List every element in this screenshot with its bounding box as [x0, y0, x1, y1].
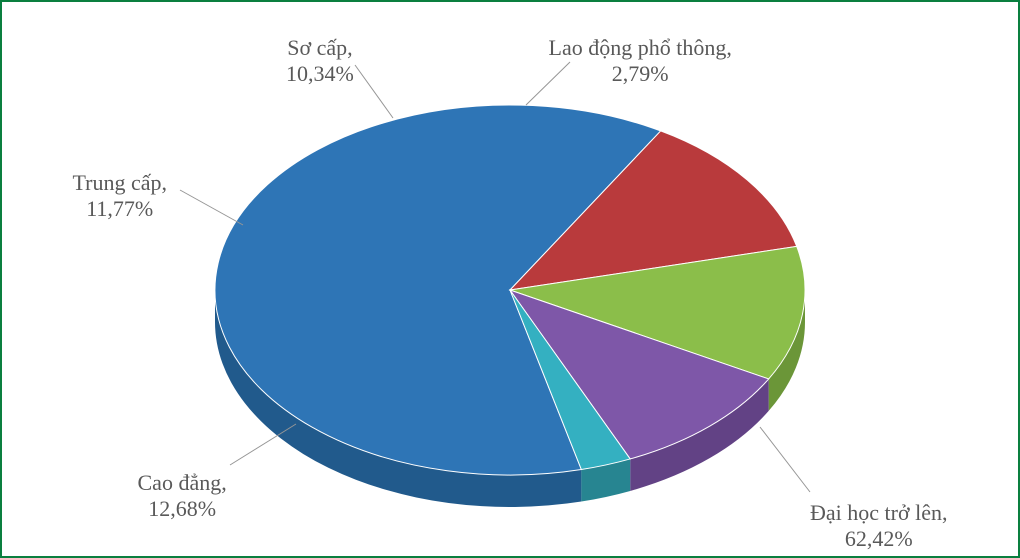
education-level-pie-chart: Đại học trở lên, 62,42% Cao đẳng, 12,68% T… — [0, 0, 1020, 558]
slice-label: Lao động phổ thông, 2,79% — [549, 35, 732, 88]
slice-label: Trung cấp, 11,77% — [73, 170, 168, 223]
slice-label: Đại học trở lên, 62,42% — [810, 500, 947, 553]
slice-label: Sơ cấp, 10,34% — [286, 35, 354, 88]
slice-label: Cao đẳng, 12,68% — [138, 470, 227, 523]
